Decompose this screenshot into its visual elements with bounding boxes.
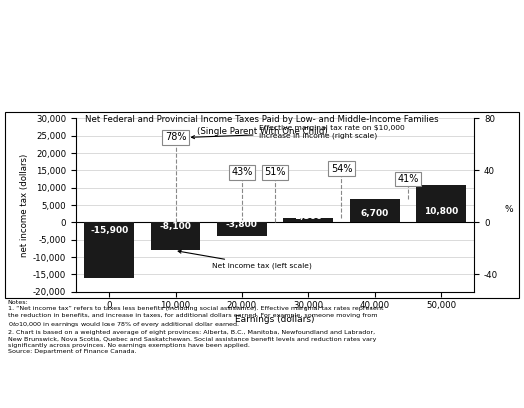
Bar (416, 185, 466, 222)
Text: 51%: 51% (264, 167, 286, 177)
Text: -3,800: -3,800 (226, 220, 258, 229)
Y-axis label: %: % (505, 205, 514, 214)
Text: -15,900: -15,900 (90, 226, 128, 235)
Text: 43%: 43% (231, 167, 253, 177)
Text: 6,700: 6,700 (361, 209, 389, 218)
Text: Effective marginal tax rate on $10,000
increase in income (right scale): Effective marginal tax rate on $10,000 i… (191, 125, 404, 139)
Text: 41%: 41% (397, 174, 419, 184)
Text: 54%: 54% (331, 164, 352, 174)
Text: 78%: 78% (165, 132, 187, 142)
Y-axis label: net income tax (dollars): net income tax (dollars) (20, 153, 29, 257)
Bar (283, 218, 333, 222)
Text: Net Federal and Provincial Income Taxes Paid by Low- and Middle-Income Families
: Net Federal and Provincial Income Taxes … (85, 115, 439, 136)
Text: 10,800: 10,800 (424, 207, 458, 216)
Bar (151, 222, 200, 251)
Bar (217, 222, 267, 235)
X-axis label: Earnings (dollars): Earnings (dollars) (235, 315, 315, 324)
Bar (84, 222, 134, 277)
Text: Net income tax (left scale): Net income tax (left scale) (178, 250, 312, 269)
Text: Reduction in Benefits and Increase in Taxes for Each Additional Dollar Earned
Ca: Reduction in Benefits and Increase in Ta… (13, 38, 524, 69)
Text: -8,100: -8,100 (160, 222, 191, 231)
Text: Notes:
1. “Net income tax” refers to taxes less benefits (including social assis: Notes: 1. “Net income tax” refers to tax… (8, 300, 384, 355)
Bar (350, 199, 400, 222)
Text: 1,300: 1,300 (294, 212, 322, 221)
